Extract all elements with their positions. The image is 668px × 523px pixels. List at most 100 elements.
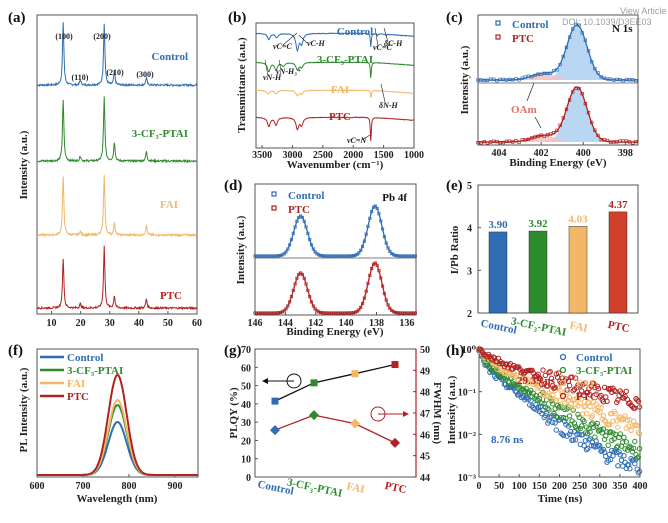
trpl-point-control (635, 470, 642, 476)
n1s-data-point (482, 139, 486, 144)
pb4f-data-point (331, 311, 335, 315)
x-ticks-f: 600 700 800 900 (30, 474, 183, 492)
trpl-scatter (476, 346, 643, 476)
pl-trace-3-cf3-ptai (37, 404, 198, 476)
trpl-point-fai (628, 427, 634, 434)
panel-label-h: (h) (446, 343, 464, 359)
trpl-point-3-cf3-ptai (617, 431, 623, 437)
trpl-point-fai (547, 396, 553, 402)
y-axis-title-f: PL Intensity (a.u.) (18, 367, 30, 452)
n1s-data-point (583, 38, 588, 42)
y-tick-label: 50 (241, 382, 251, 393)
x-tick-label: 3000 (282, 150, 302, 161)
trace-label-cf3: 3-CF₃-PTAI (132, 128, 188, 140)
trpl-point-fai (553, 397, 559, 403)
x-axis-title-d: Binding Energy (eV) (286, 326, 384, 338)
trpl-point-fai (545, 393, 551, 399)
n1s-data-point (479, 141, 483, 145)
bar-2 (568, 226, 588, 314)
n1s-data-point (545, 133, 550, 137)
pb4f-data-point (273, 254, 277, 258)
pl-trace-ptc (37, 374, 198, 476)
trpl-point-fai (568, 401, 574, 407)
panel-label-b: (b) (228, 10, 246, 26)
x-axis-title-b: Wavenumber (cm⁻¹) (287, 159, 384, 171)
trpl-point-fai (580, 411, 586, 417)
oam-arrows (526, 82, 542, 129)
x-tick-label: 144 (278, 318, 293, 329)
trpl-point-fai (564, 389, 570, 395)
pb4f-data-point (410, 254, 414, 258)
trpl-point-fai (592, 407, 598, 413)
x-tick-label: 404 (492, 148, 507, 159)
x-tick-label: 200 (552, 481, 567, 492)
n1s-data-point (520, 76, 524, 80)
pb4f-data-point (308, 295, 312, 299)
n1s-data-point (590, 60, 594, 64)
bar-1 (528, 230, 548, 314)
trpl-point-3-cf3-ptai (541, 401, 547, 407)
n1s-data-point (485, 78, 490, 82)
trpl-point-ptc (627, 400, 633, 406)
pb4f-data-point (395, 254, 399, 258)
pb4f-data-point (268, 254, 272, 258)
n1s-data-point (517, 140, 521, 144)
pb4f-data-point (309, 300, 314, 304)
trace-label-ptc: PTC (160, 290, 182, 302)
xrd-traces (36, 22, 198, 311)
pb4f-data-point (346, 254, 350, 258)
trpl-point-3-cf3-ptai (572, 424, 579, 430)
pb4f-data-point (413, 254, 417, 258)
trpl-point-3-cf3-ptai (629, 449, 636, 455)
n1s-data-point (476, 78, 480, 82)
xps-n1s-traces (476, 22, 638, 145)
x-tick-label: 600 (30, 481, 45, 492)
pb4f-data-point (402, 311, 407, 315)
pb4f-data-point (360, 244, 365, 249)
pb4f-data-point (269, 254, 273, 258)
ann-vnh: νN-H (263, 73, 282, 82)
y-tick-label: 10⁻³ (458, 473, 476, 484)
pb4f-data-point (359, 248, 363, 252)
watermark-doi[interactable]: DOI: 10.1039/D3EE03 (562, 17, 652, 27)
pb4f-data-point (308, 238, 312, 242)
trpl-point-ptc (632, 405, 638, 411)
pb4f-data-point (266, 311, 270, 315)
legend-label: Control (576, 352, 612, 364)
trpl-point-ptc (556, 370, 562, 376)
axis-indicator-right (370, 406, 409, 422)
trpl-point-ptc (578, 388, 585, 394)
trpl-point-ptc (529, 367, 535, 373)
pb4f-data-point (366, 281, 370, 285)
pb4f-data-point (324, 254, 328, 258)
watermark-view-article[interactable]: View Article Online (620, 6, 668, 16)
trpl-point-fai (612, 410, 619, 417)
trpl-point-3-cf3-ptai (600, 426, 607, 432)
legend-marker-ptc-d (271, 205, 277, 211)
trpl-point-3-cf3-ptai (574, 425, 580, 431)
pb4f-data-point (381, 227, 385, 231)
category-label: FAI (569, 319, 589, 335)
pb4f-data-point (255, 254, 259, 258)
pb4f-data-point (368, 273, 372, 277)
panel-b: (b) 3500 3000 2500 2000 1500 1000 Wavenumber … (228, 10, 424, 171)
fwhm-marker (270, 425, 280, 436)
pb4f-data-point (413, 311, 417, 315)
pb4f-fit-ptc (255, 262, 416, 314)
trpl-point-ptc (612, 388, 619, 394)
panel-label-c: (c) (446, 10, 463, 26)
pb4f-data-point (335, 311, 339, 315)
pb4f-data-point (271, 311, 275, 315)
n1s-data-point (580, 92, 584, 96)
n1s-data-point (542, 71, 546, 75)
y-axis-title-a: Intensity (a.u.) (18, 130, 30, 199)
pb4f-data-point (306, 231, 310, 235)
pb4f-data-point (258, 311, 263, 315)
plqy-marker (271, 397, 279, 405)
legend-label: PTC (67, 391, 89, 403)
trpl-point-3-cf3-ptai (556, 405, 562, 411)
pb4f-data-point (399, 254, 403, 258)
trpl-point-ptc (623, 388, 629, 394)
n1s-data-point (577, 86, 581, 91)
